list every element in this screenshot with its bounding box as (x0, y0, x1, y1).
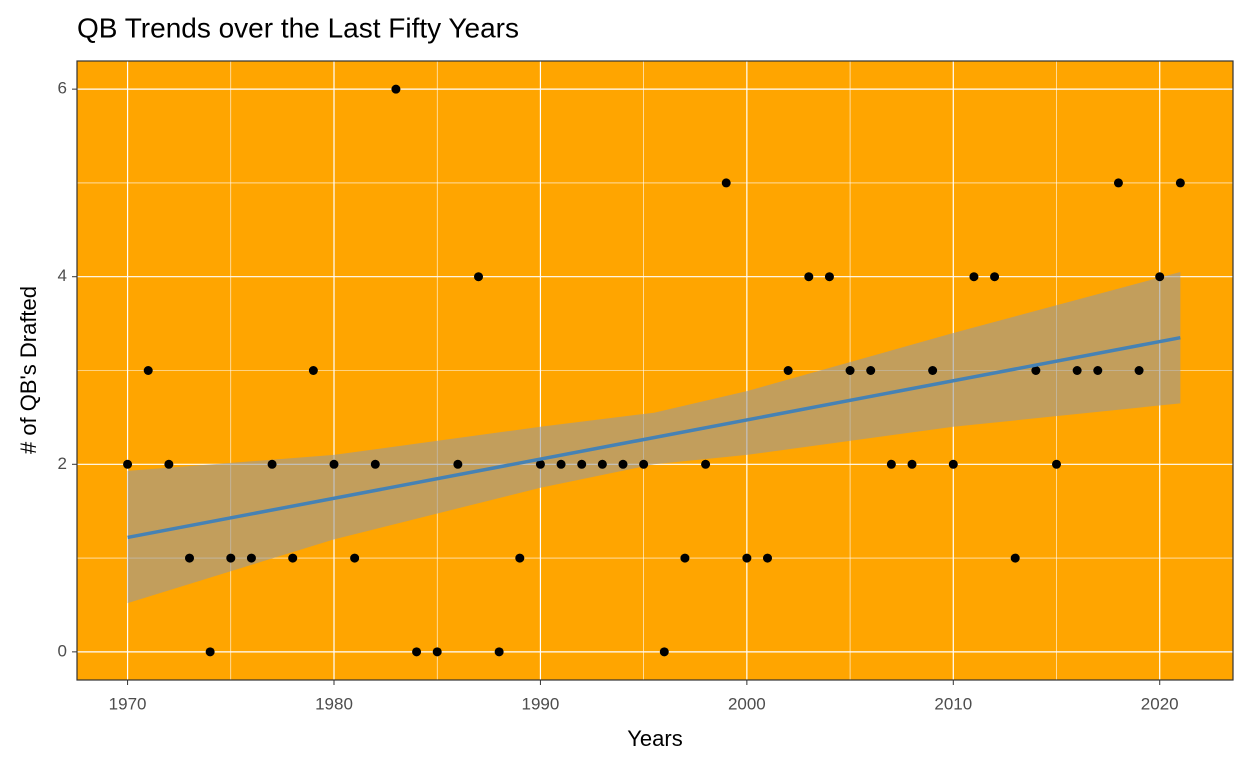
point (701, 459, 711, 469)
point (639, 459, 649, 469)
point (308, 366, 318, 375)
point (535, 459, 545, 469)
x-tick-label: 2020 (1141, 694, 1179, 713)
x-tick-label: 2010 (934, 694, 972, 713)
point (246, 553, 256, 563)
point (288, 553, 298, 563)
point (948, 459, 958, 469)
x-tick-label: 1980 (315, 694, 353, 713)
point (1010, 553, 1020, 563)
point (597, 459, 607, 469)
point (267, 459, 277, 469)
point (804, 272, 814, 282)
point (1155, 272, 1165, 282)
point (1031, 366, 1041, 375)
point (226, 553, 236, 563)
point (1052, 459, 1062, 469)
point (1175, 178, 1185, 188)
point (515, 553, 525, 563)
y-tick-label: 6 (58, 79, 67, 98)
point (1093, 366, 1103, 375)
point (123, 459, 133, 469)
point (742, 553, 752, 563)
point (618, 459, 628, 469)
trend-line (127, 335, 1181, 540)
point (350, 553, 360, 563)
point (783, 366, 793, 375)
point (907, 459, 917, 469)
point (474, 272, 484, 282)
x-tick-label: 1990 (522, 694, 560, 713)
point (928, 366, 938, 375)
point (1134, 366, 1144, 375)
point (432, 647, 442, 657)
y-tick-label: 2 (58, 454, 67, 473)
point (453, 459, 463, 469)
y-tick-label: 4 (58, 266, 67, 285)
point (577, 459, 587, 469)
point (886, 459, 896, 469)
point (845, 366, 855, 375)
point (680, 553, 690, 563)
point (1072, 366, 1082, 375)
x-tick-label: 1970 (109, 694, 147, 713)
x-tick-label: 2000 (728, 694, 766, 713)
point (412, 647, 422, 657)
chart-title: QB Trends over the Last Fifty Years (77, 12, 519, 43)
point (185, 553, 195, 563)
panel-border (76, 60, 1234, 681)
y-tick-label: 0 (58, 641, 67, 660)
point (143, 366, 153, 375)
point (370, 459, 380, 469)
point (556, 459, 566, 469)
point (763, 553, 773, 563)
point (824, 272, 834, 282)
point (969, 272, 979, 282)
point (329, 459, 339, 469)
x-axis-label: Years (627, 726, 682, 751)
point (494, 647, 504, 657)
y-axis-label: # of QB's Drafted (16, 286, 41, 454)
point (659, 647, 669, 657)
point (721, 178, 731, 188)
point (866, 366, 876, 375)
point (391, 84, 401, 94)
point (1113, 178, 1123, 188)
point (205, 647, 215, 657)
point (990, 272, 1000, 282)
point (164, 459, 174, 469)
